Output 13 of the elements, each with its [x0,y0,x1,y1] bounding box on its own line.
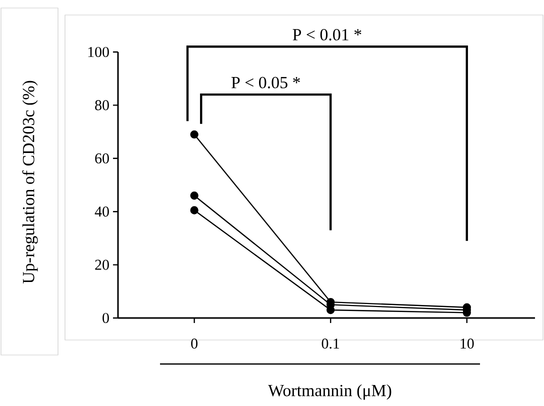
annotation: P < 0.05 * [231,76,300,88]
text: P < 0.01 * [292,28,362,40]
y-tick-label: 100 [88,46,109,58]
y-tick-label: 40 [94,206,109,217]
y-tick-label: 20 [95,260,109,270]
x-tick-label: 10 [460,338,474,349]
y-axis-title: Up-regulation of CD203c (%) [22,80,38,284]
x-tick-label: 0.1 [322,338,340,349]
x-tick-label: 0 [191,338,198,349]
y-tick-label: 0 [102,312,109,324]
y-tick-label: 60 [95,153,109,164]
y-tick-label: 80 [95,100,109,110]
x-axis-title: Wortmannin (μM) [268,384,392,400]
